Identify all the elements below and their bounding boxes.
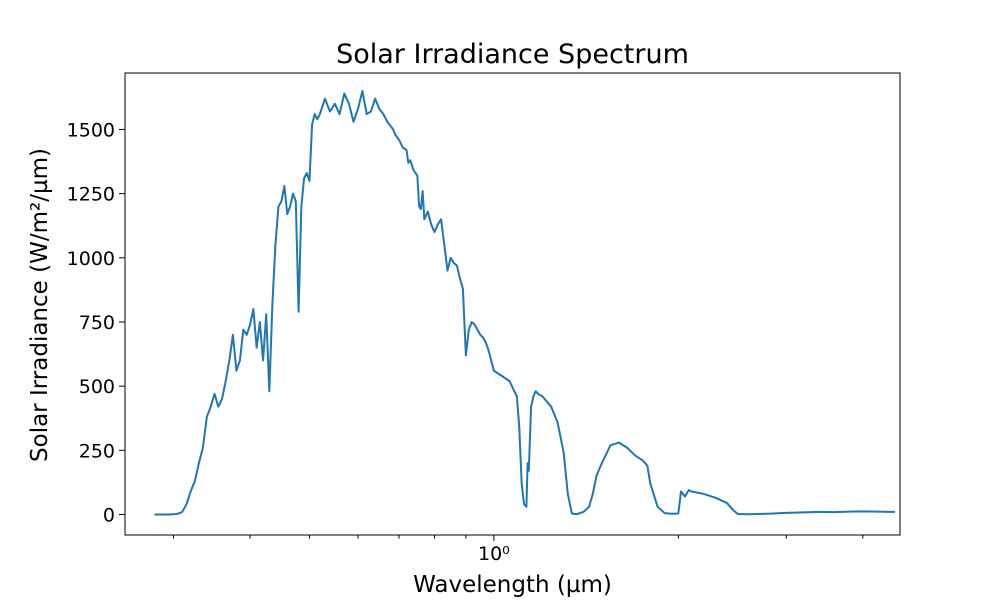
y-tick-label-0: 0 — [103, 504, 115, 526]
y-tick-label-1250: 1250 — [67, 184, 115, 206]
y-tick-label-1500: 1500 — [67, 119, 115, 141]
chart-title: Solar Irradiance Spectrum — [336, 39, 689, 70]
y-axis-label: Solar Irradiance (W/m²/µm) — [27, 148, 53, 462]
y-tick-label-1000: 1000 — [67, 248, 115, 270]
axes-layer: 0 250 500 750 1000 1250 1500 10⁰ — [67, 119, 864, 565]
x-axis-label: Wavelength (µm) — [413, 572, 612, 598]
x-tick-label-0: 10⁰ — [478, 543, 510, 565]
y-tick-label-750: 750 — [79, 312, 115, 334]
y-tick-label-500: 500 — [79, 376, 115, 398]
plot-frame — [124, 72, 901, 536]
y-tick-label-250: 250 — [79, 440, 115, 462]
plot-layer — [154, 89, 896, 516]
series-line-0 — [154, 89, 896, 516]
